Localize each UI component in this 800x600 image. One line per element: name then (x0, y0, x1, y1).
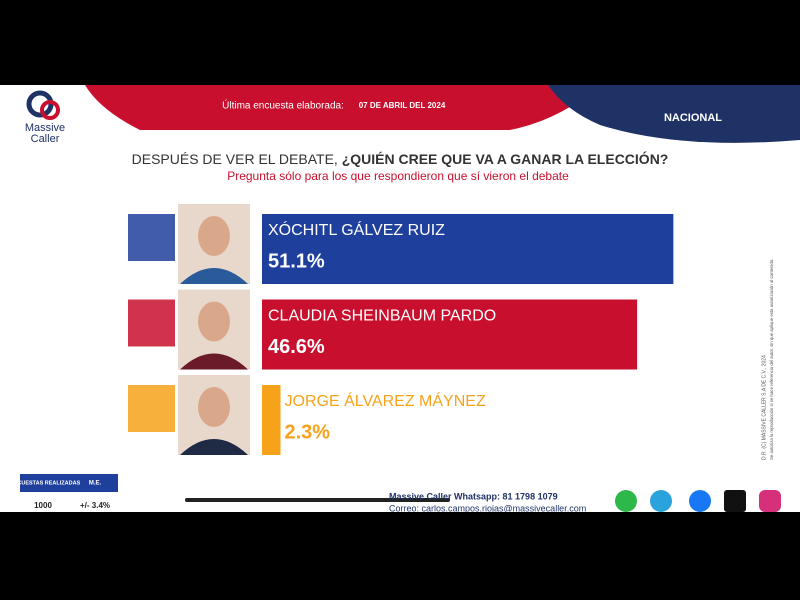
header-date: 07 DE ABRIL DEL 2024 (359, 101, 446, 110)
table-header-cell: ENCUESTAS REALIZADAS (10, 480, 81, 486)
candidate-face (198, 301, 230, 342)
table-cell: 1000 (34, 501, 52, 510)
candidate-face (198, 387, 230, 427)
candidate-body (180, 439, 248, 455)
candidate-name: XÓCHITL GÁLVEZ RUIZ (268, 220, 445, 239)
x-icon[interactable] (724, 490, 746, 512)
bars: XÓCHITL GÁLVEZ RUIZ 51.1% CLAUDIA SHEINBAU… (128, 204, 674, 455)
bar (262, 299, 638, 370)
table-cell: +/- 3.4% (80, 501, 110, 510)
header-scope: NACIONAL (664, 112, 722, 124)
table-header-cell: M.E. (89, 481, 102, 487)
bottom-band (0, 512, 800, 600)
candidate-face (198, 216, 230, 256)
brand-name: Caller (31, 133, 60, 145)
party-logos (128, 299, 175, 347)
table-header (20, 474, 118, 492)
bar (262, 214, 674, 284)
value-label: 46.6% (268, 336, 325, 358)
instagram-icon[interactable] (759, 490, 781, 512)
value-label: 51.1% (268, 250, 325, 272)
header-label: Última encuesta elaborada: (222, 99, 344, 112)
bar (262, 385, 281, 455)
facebook-icon[interactable] (689, 490, 711, 512)
value-label: 2.3% (285, 421, 331, 443)
telegram-icon[interactable] (650, 490, 672, 512)
footer-email: Correo: carlos.campos.riojas@massivecall… (389, 503, 586, 513)
whatsapp-icon[interactable] (615, 490, 637, 512)
footer-whatsapp: Massive Caller Whatsapp: 81 1798 1079 (389, 491, 558, 501)
title-question: ¿QUIÉN CREE QUE VA A GANAR LA ELECCIÓN? (342, 150, 669, 167)
candidate-body (180, 268, 248, 284)
brand-name: Massive (25, 122, 65, 134)
infographic (0, 85, 800, 512)
logo-ring-red (40, 100, 60, 120)
side-license: Se autoriza la reproducción si se hace r… (769, 259, 774, 460)
scroll-bar (185, 498, 450, 502)
chart-title: DESPUÉS DE VER EL DEBATE, ¿QUIÉN CREE QU… (132, 150, 669, 167)
header-swoosh-navy (548, 85, 800, 143)
candidate-name: CLAUDIA SHEINBAUM PARDO (268, 308, 496, 325)
title-lead: DESPUÉS DE VER EL DEBATE, (132, 151, 338, 167)
party-logos (128, 214, 175, 261)
candidate-name: JORGE ÁLVAREZ MÁYNEZ (285, 391, 486, 410)
header-swoosh-red (85, 85, 600, 130)
chart-subtitle: Pregunta sólo para los que respondieron … (227, 169, 569, 183)
party-logos (128, 385, 175, 432)
candidate-body (180, 353, 248, 370)
side-copyright: D.R. (C) MASSIVE CALLER S.A DE C.V., 202… (761, 355, 767, 460)
